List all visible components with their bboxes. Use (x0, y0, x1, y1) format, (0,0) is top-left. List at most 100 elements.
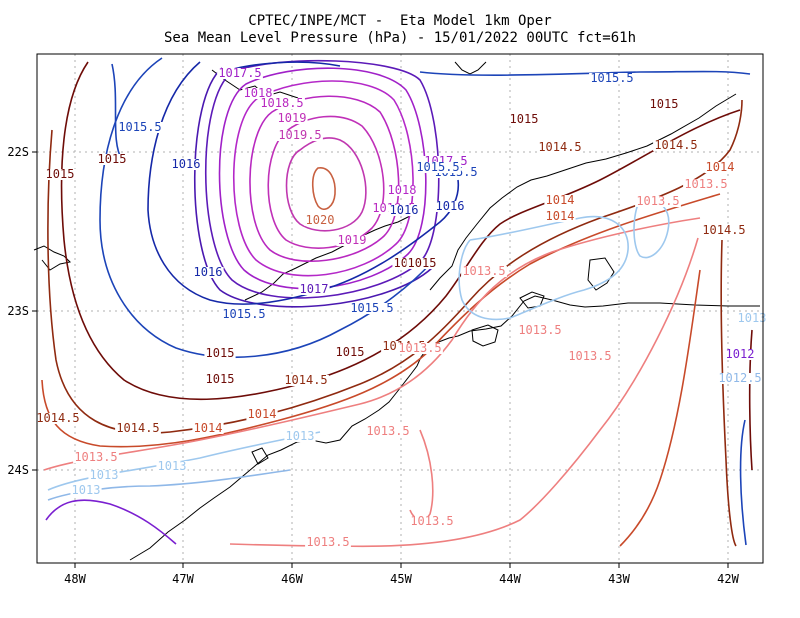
isobar-label: 1015 (510, 112, 539, 126)
isobar-label-bg (192, 423, 224, 434)
isobar-label: 1013 (90, 468, 119, 482)
isobar-label-bg (409, 516, 455, 527)
isobar-label: 1014.5 (116, 421, 159, 435)
isobar-label: 1013.5 (398, 341, 441, 355)
isobar-1018 (232, 80, 414, 277)
isobar-label: 1013 (158, 459, 187, 473)
isobar-label: 1014 (706, 160, 735, 174)
x-tick-label: 44W (499, 572, 521, 586)
isobar-label-bg (701, 225, 747, 236)
isobar-label-bg (415, 162, 461, 173)
isobar-label-bg (192, 267, 224, 278)
isobar-label: 1014 (248, 407, 277, 421)
isobar-1018-5 (249, 95, 400, 262)
isobar-label-bg (73, 452, 119, 463)
isobar-1015 (60, 61, 741, 401)
isobar-label: 1013.5 (366, 424, 409, 438)
isobar-label: 1020 (306, 213, 335, 227)
isobar-label-bg (204, 374, 236, 385)
isobar-label: 1013.5 (636, 194, 679, 208)
isobar-label-bg (242, 88, 274, 99)
isobar-label: 1018 (244, 86, 273, 100)
isobar-label: 1014 (546, 209, 575, 223)
map-title-line-2: Sea Mean Level Pressure (hPa) - 15/01/20… (163, 30, 636, 46)
isobar-label: 1013.5 (462, 264, 505, 278)
isobar-lines (41, 57, 753, 548)
x-tick-label: 45W (390, 572, 412, 586)
isobar-1013-5 (409, 429, 434, 521)
isobar-label: 1017.5 (218, 66, 261, 80)
isobar-label: 1015.5 (222, 307, 265, 321)
isobar-label-bg (217, 68, 263, 79)
isobar-label-bg (508, 114, 540, 125)
coastline-mainland (129, 295, 760, 561)
isobar-label-bg (517, 325, 563, 336)
isobar-label: 1015.5 (118, 120, 161, 134)
isobar-label-bg (283, 375, 329, 386)
isobar-label-bg (88, 470, 120, 481)
isobar-label: 1018.5 (260, 96, 303, 110)
x-tick-label: 47W (172, 572, 194, 586)
isobar-label-bg (423, 156, 469, 167)
isobar-label: 1012.5 (718, 371, 761, 385)
isobar-label: 1014.5 (284, 373, 327, 387)
isobar-label: 1015 (46, 167, 75, 181)
coastline-north (429, 93, 737, 291)
isobar-label: 1013 (738, 311, 767, 325)
isobar-label: 1016 (172, 157, 201, 171)
isobar-label-bg (44, 169, 76, 180)
isobar-label-bg (304, 215, 336, 226)
isobar-label-bg (70, 485, 102, 496)
x-tick-label: 43W (608, 572, 630, 586)
isobar-label-bg (156, 461, 188, 472)
isobar-label-bg (406, 258, 438, 269)
isobar-1020 (311, 167, 336, 210)
isobar-label: 1015.5 (590, 71, 633, 85)
isobar-label-bg (648, 99, 680, 110)
isobar-1015-5 (419, 70, 751, 76)
isobar-label-bg (397, 343, 443, 354)
coastline-ne (454, 61, 487, 75)
isobar-label-bg (115, 423, 161, 434)
isobar-label-bg (259, 98, 305, 109)
isobar-label: 1014.5 (538, 140, 581, 154)
isobar-1017-5 (218, 67, 427, 290)
isobar-label: 1015 (650, 97, 679, 111)
isobar-label: 1014.5 (702, 223, 745, 237)
isobar-label-bg (246, 409, 278, 420)
isobar-label-bg (334, 347, 366, 358)
isobar-label-bg (724, 349, 756, 360)
isobar-label-bg (653, 140, 699, 151)
isobar-label-bg (305, 537, 351, 548)
isobar-label: 1016 (436, 199, 465, 213)
isobar-label: 1015 (206, 346, 235, 360)
isobar-label-bg (635, 196, 681, 207)
isobar-label-bg (204, 348, 236, 359)
isobar-label-bg (221, 309, 267, 320)
x-tick-label: 42W (717, 572, 739, 586)
isobar-label: 1013.5 (410, 514, 453, 528)
isobar-label-bg (589, 73, 635, 84)
isobar-label-bg (349, 303, 395, 314)
isobar-label: 1013.5 (74, 450, 117, 464)
isobar-label: 1017 (300, 282, 329, 296)
y-tick-label: 22S (7, 145, 29, 159)
isobar-1016 (147, 61, 460, 305)
isobar-label: 1019 (338, 233, 367, 247)
isobar-label: 1014 (194, 421, 223, 435)
isobar-label: 1013.5 (568, 349, 611, 363)
isobar-label-bg (117, 122, 163, 133)
isobar-1014 (41, 193, 721, 448)
longitude-ticks: 48W 47W 46W 45W 44W 43W 42W (64, 563, 740, 586)
isobar-label-bg (284, 431, 316, 442)
isobar-1015-5 (111, 63, 123, 161)
latitude-ticks: 22S 23S 24S (7, 145, 37, 477)
isobar-1013 (47, 431, 321, 491)
isobar-label: 1014 (546, 193, 575, 207)
isobar-label: 1015 (336, 345, 365, 359)
isobar-label-bg (365, 426, 411, 437)
isobar-label: 1013.5 (306, 535, 349, 549)
isobar-label: 1019.5 (278, 128, 321, 142)
x-tick-label: 48W (64, 572, 86, 586)
